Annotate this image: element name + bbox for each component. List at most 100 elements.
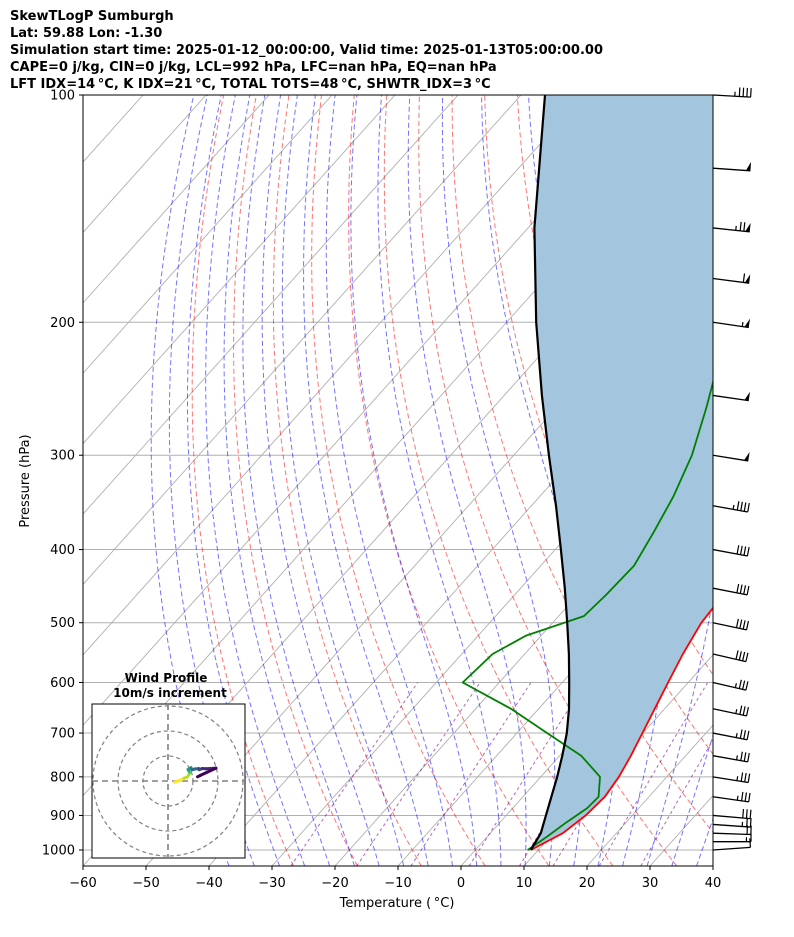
- wind-barb: [712, 583, 750, 596]
- x-tick-label: 10: [516, 876, 533, 891]
- dry-adiabat: [746, 95, 794, 866]
- isotherm-line: [83, 95, 648, 726]
- x-axis-label: Temperature ( °C): [339, 896, 455, 911]
- wind-barb: [712, 808, 752, 820]
- y-tick-label: 700: [50, 727, 75, 742]
- wind-barb: [712, 221, 751, 233]
- isotherm-line: [83, 95, 459, 515]
- wind-barb: [712, 318, 751, 329]
- moist-adiabat: [303, 95, 429, 866]
- wind-barb: [712, 161, 752, 172]
- wind-barb: [712, 501, 750, 513]
- time-line: Simulation start time: 2025-01-12_00:00:…: [10, 43, 603, 58]
- wind-barb: [712, 729, 750, 741]
- y-tick-label: 1000: [42, 844, 75, 859]
- x-tick-label: −40: [195, 876, 222, 891]
- moist-adiabat: [325, 95, 453, 866]
- hodograph-title: Wind Profile: [125, 671, 208, 685]
- dry-adiabat: [311, 95, 486, 866]
- x-tick-label: 40: [705, 876, 722, 891]
- isotherm-line: [397, 513, 713, 866]
- parcel-profile: [529, 95, 571, 851]
- indices-line-1: CAPE=0 j/kg, CIN=0 j/kg, LCL=992 hPa, LF…: [10, 60, 497, 75]
- dry-adiabat: [233, 95, 358, 866]
- x-tick-label: −20: [321, 876, 348, 891]
- moist-adiabat: [242, 95, 355, 866]
- y-tick-label: 600: [50, 676, 75, 691]
- wind-barb: [712, 452, 750, 462]
- moist-adiabat: [281, 95, 405, 866]
- wind-barb: [712, 650, 749, 663]
- moist-adiabat: [350, 95, 478, 866]
- dry-adiabat: [418, 95, 678, 866]
- hodograph-segment: [199, 766, 218, 777]
- y-tick-label: 900: [50, 809, 75, 824]
- isotherm-line: [83, 95, 270, 304]
- location-line: Lat: 59.88 Lon: -1.30: [10, 26, 163, 41]
- y-axis-label: Pressure (hPa): [18, 434, 33, 527]
- temperature-profile: [530, 606, 713, 851]
- y-tick-label: 300: [50, 449, 75, 464]
- moist-adiabat: [261, 95, 380, 866]
- isotherm-line: [83, 95, 333, 374]
- y-tick-label: 500: [50, 616, 75, 631]
- moist-adiabat: [746, 95, 794, 866]
- mixing-ratio-line: [598, 682, 709, 866]
- isotherm-line: [83, 95, 207, 234]
- wind-barb: [712, 817, 752, 828]
- y-tick-label: 100: [50, 89, 75, 104]
- dry-adiabat: [191, 95, 294, 866]
- wind-barb: [712, 751, 750, 763]
- moist-adiabat: [646, 95, 713, 866]
- chart-header: SkewTLogP Sumburgh Lat: 59.88 Lon: -1.30…: [10, 8, 603, 93]
- y-tick-label: 400: [50, 543, 75, 558]
- dry-adiabat: [348, 95, 550, 866]
- moist-adiabat: [223, 95, 331, 866]
- indices-line-2: LFT IDX=14 °C, K IDX=21 °C, TOTAL TOTS=4…: [10, 77, 491, 92]
- isotherm-line: [83, 95, 585, 656]
- moist-adiabat: [187, 95, 281, 866]
- mixing-ratio-line: [356, 682, 481, 866]
- wind-barb: [712, 838, 752, 851]
- dry-adiabat: [778, 95, 794, 866]
- y-tick-label: 200: [50, 316, 75, 331]
- x-tick-label: 20: [579, 876, 596, 891]
- y-tick-label: 800: [50, 770, 75, 785]
- x-tick-label: 30: [642, 876, 659, 891]
- wind-barb: [712, 791, 751, 803]
- x-tick-label: −10: [384, 876, 411, 891]
- wind-barb: [712, 618, 750, 631]
- wind-barb: [712, 772, 751, 784]
- wind-barb: [712, 679, 749, 691]
- dry-adiabat: [272, 95, 422, 866]
- mixing-ratio-line: [290, 682, 419, 866]
- wind-barb: [712, 273, 751, 284]
- wind-barb: [712, 545, 750, 557]
- chart-title: SkewTLogP Sumburgh: [10, 9, 174, 24]
- isotherm-line: [145, 231, 713, 866]
- moist-adiabat: [481, 95, 589, 866]
- x-tick-label: −30: [258, 876, 285, 891]
- dewpoint-profile: [461, 378, 713, 851]
- x-tick-label: 0: [457, 876, 465, 891]
- hodograph-segment: [196, 773, 203, 779]
- isotherm-line: [586, 724, 713, 866]
- moist-adiabat: [377, 95, 502, 866]
- isotherm-line: [271, 372, 713, 866]
- isotherm-line: [83, 95, 396, 445]
- moist-adiabat: [721, 95, 794, 866]
- mixing-ratio-line: [640, 738, 713, 866]
- hodograph-subtitle: 10m/s increment: [113, 686, 227, 700]
- x-tick-label: −60: [69, 876, 96, 891]
- moist-adiabat: [205, 95, 306, 866]
- stable-area-shading: [530, 95, 713, 850]
- x-tick-label: −50: [132, 876, 159, 891]
- isotherm-line: [712, 865, 713, 866]
- isotherm-line: [83, 95, 522, 586]
- wind-barb: [712, 87, 752, 98]
- moist-adiabat: [671, 733, 713, 866]
- dry-adiabat: [712, 95, 713, 97]
- wind-barb: [712, 705, 750, 717]
- moist-adiabat: [407, 95, 527, 866]
